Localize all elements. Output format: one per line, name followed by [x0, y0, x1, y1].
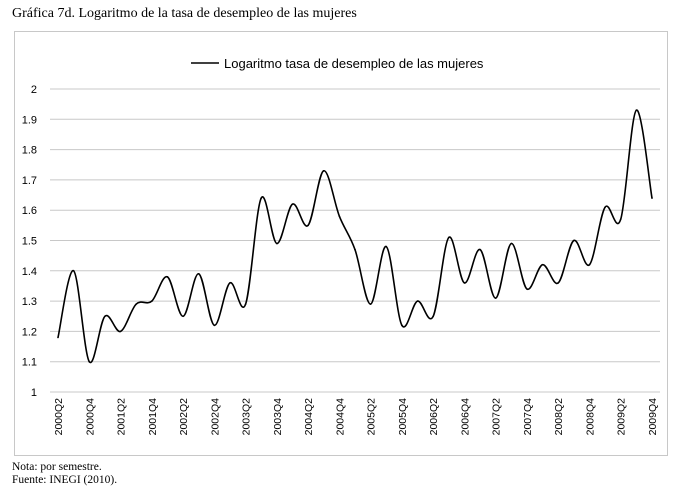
data-point: [244, 303, 247, 305]
y-tick-label: 1.8: [22, 145, 37, 157]
x-tick-label: 2007Q2: [491, 398, 503, 436]
data-point: [150, 300, 153, 302]
x-tick-label: 2007Q4: [522, 398, 534, 436]
x-tick-label: 2004Q4: [334, 398, 346, 436]
chart-frame: 1 1.1 1.2 1.3 1.4 1.5 1.6 1.7 1.8 1.9 2 2000Q2 2000…: [14, 31, 668, 456]
data-point: [135, 303, 137, 305]
source-text: Fuente: INEGI (2010).: [12, 474, 118, 486]
x-tick-label: 2004Q2: [303, 398, 315, 436]
data-point: [57, 336, 59, 339]
data-point: [276, 242, 278, 245]
x-tick-label: 2006Q2: [428, 398, 440, 436]
x-tick-label: 2008Q2: [553, 398, 565, 436]
data-point: [119, 330, 122, 333]
figure-title: Gráfica 7d. Logaritmo de la tasa de dese…: [12, 6, 357, 21]
data-point: [588, 263, 591, 266]
gridlines: [50, 88, 660, 393]
data-point: [510, 242, 513, 245]
data-point: [213, 324, 216, 327]
data-point: [557, 282, 560, 284]
x-tick-label: 2003Q4: [272, 398, 284, 436]
data-point: [338, 215, 341, 218]
x-tick-label: 2006Q4: [459, 398, 471, 436]
data-point: [354, 248, 356, 251]
data-point: [463, 282, 466, 284]
data-point: [291, 203, 294, 205]
x-tick-label: 2008Q4: [584, 398, 596, 436]
data-point: [526, 288, 528, 290]
x-tick-label: 2005Q2: [366, 398, 378, 436]
data-point: [651, 197, 653, 199]
data-point: [604, 206, 606, 208]
series: [57, 109, 653, 364]
data-point: [104, 315, 106, 318]
x-tick-label: 2002Q4: [209, 398, 221, 436]
y-tick-label: 2: [31, 84, 37, 96]
data-point: [88, 360, 91, 363]
data-point: [479, 248, 481, 251]
y-tick-label: 1.3: [22, 296, 37, 308]
data-point: [635, 109, 638, 112]
x-tick-label: 2002Q2: [178, 398, 190, 436]
x-tick-label: 2001Q2: [116, 398, 128, 436]
legend: Logaritmo tasa de desempleo de las mujer…: [191, 56, 484, 71]
y-tick-label: 1: [31, 387, 37, 399]
y-tick-label: 1.1: [22, 357, 37, 369]
data-point: [432, 315, 434, 318]
data-point: [72, 270, 75, 272]
series-line: [57, 109, 653, 364]
x-tick-label: 2009Q2: [616, 398, 628, 436]
x-tick-label: 2009Q4: [647, 398, 659, 436]
data-point: [166, 276, 169, 278]
x-tick-label: 2001Q4: [147, 398, 159, 436]
data-point: [494, 297, 497, 299]
data-point: [307, 224, 309, 227]
data-point: [619, 218, 622, 221]
x-axis-ticks: 2000Q2 2000Q4 2001Q2 2001Q4 2002Q2 2002Q4 2003…: [53, 398, 659, 436]
y-tick-label: 1.7: [22, 175, 37, 187]
y-tick-label: 1.4: [22, 266, 37, 278]
data-point: [385, 245, 388, 248]
line-chart: 11.11.21.31.41.51.61.71.81.92 2000Q2 2000…: [22, 56, 660, 436]
y-tick-label: 1.5: [22, 236, 37, 248]
x-tick-label: 2005Q4: [397, 398, 409, 436]
data-point: [369, 303, 372, 305]
y-tick-label: 1.2: [22, 326, 37, 338]
x-tick-label: 2000Q4: [84, 398, 96, 436]
data-point: [573, 239, 575, 242]
y-tick-label: 1.6: [22, 205, 37, 217]
data-point: [416, 300, 419, 302]
data-point: [182, 315, 184, 318]
x-tick-label: 2003Q2: [241, 398, 253, 436]
legend-label: Logaritmo tasa de desempleo de las mujer…: [224, 56, 484, 71]
data-point: [541, 263, 544, 266]
data-point: [197, 273, 200, 275]
y-axis-ticks: 1 1.1 1.2 1.3 1.4 1.5 1.6 1.7 1.8 1.9 2: [22, 84, 37, 399]
data-point: [260, 197, 263, 199]
data-point: [322, 170, 325, 172]
x-tick-label: 2000Q2: [53, 398, 65, 436]
note-text: Nota: por semestre.: [12, 461, 102, 473]
data-point: [401, 324, 403, 327]
data-point: [447, 236, 450, 239]
y-tick-label: 1.9: [22, 114, 37, 126]
data-point: [229, 282, 231, 284]
